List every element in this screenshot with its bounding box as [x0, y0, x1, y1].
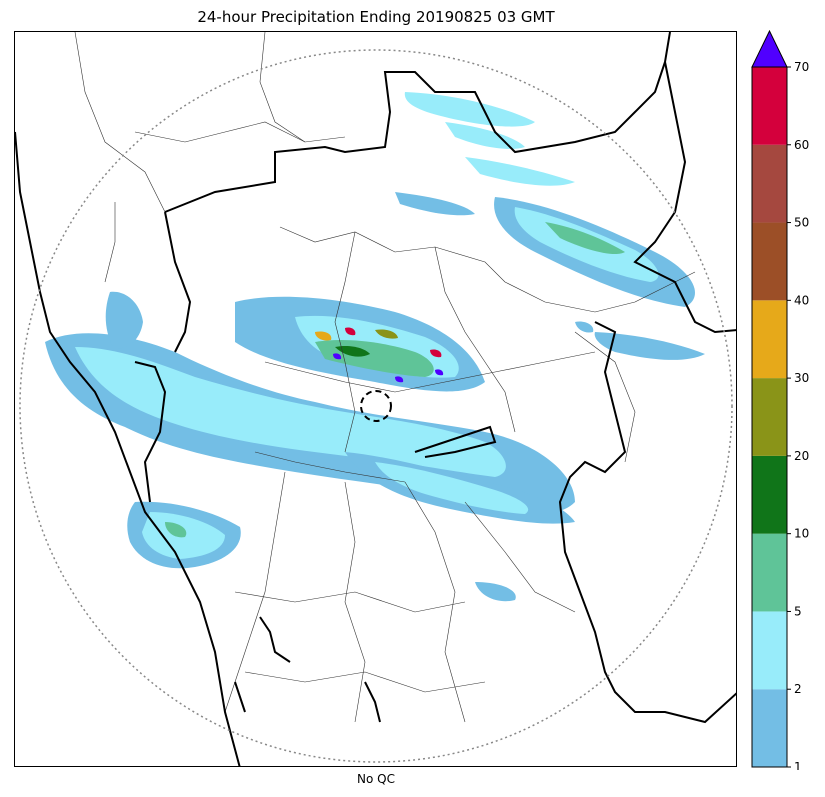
rain-core-olive [375, 329, 398, 339]
colorbar-tick-label: 30 [794, 371, 809, 385]
rain-band-north-streak-4 [395, 192, 475, 216]
range-ring [19, 49, 733, 763]
rain-band-south-small-1 [475, 582, 516, 602]
colorbar-tick-label: 10 [794, 527, 809, 541]
colorbar-segment [752, 611, 787, 690]
boundary-south-small-2 [364, 681, 381, 723]
boundary-north-2 [164, 32, 671, 213]
rain-band-south-small-2 [575, 321, 594, 333]
rain-band-west-inner [75, 347, 506, 477]
colorbar-extend-triangle [751, 30, 788, 68]
radar-map [14, 31, 737, 767]
rain-core-purple-1 [333, 353, 342, 360]
colorbar-segment [752, 533, 787, 612]
colorbar-segment [752, 455, 787, 534]
map-title: 24-hour Precipitation Ending 20190825 03… [197, 8, 555, 26]
precip-layer [45, 92, 705, 602]
rain-band-north-streak-3 [465, 157, 575, 186]
radar-location-marker [360, 390, 392, 422]
rain-core-red-1 [345, 327, 356, 336]
coastline [15, 131, 241, 766]
colorbar-segment [752, 222, 787, 301]
colorbar-tick-label: 2 [794, 682, 802, 696]
rain-core-green-2 [545, 222, 625, 255]
colorbar-tick-label: 60 [794, 138, 809, 152]
colorbar-border [751, 66, 788, 768]
boundary-central [134, 361, 167, 503]
rain-core-purple-2 [435, 369, 444, 376]
boundary-south [414, 425, 497, 458]
rain-core-purple-3 [395, 376, 404, 383]
colorbar-segment [752, 378, 787, 456]
rain-band-west-north [105, 291, 143, 349]
colorbar-segment [752, 300, 787, 379]
colorbar-tick-label: 20 [794, 449, 809, 463]
rain-core-orange [315, 331, 332, 341]
colorbar-segment [752, 689, 787, 767]
colorbar-tick-label: 50 [794, 216, 809, 230]
colorbar-tick-label: 5 [794, 604, 802, 618]
colorbar-tick-label: 1 [794, 760, 802, 770]
rain-core-dark-green [335, 345, 370, 357]
rain-core-red-2 [430, 349, 442, 358]
rain-band-north-streak-1 [404, 92, 535, 127]
colorbar-tick-label: 70 [794, 60, 809, 74]
colorbar: 1 2 5 10 20 30 40 50 60 70 [751, 30, 809, 770]
boundary-southeast [558, 321, 736, 724]
x-axis-label: No QC [357, 772, 395, 786]
boundary-south-small-1 [259, 616, 291, 663]
boundary-east [633, 61, 736, 334]
map-canvas [15, 32, 736, 766]
rain-core-green-3 [165, 522, 187, 538]
district-boundaries [74, 32, 696, 723]
colorbar-tick-label: 40 [794, 293, 809, 307]
boundary-southwest-coast-islands [234, 681, 246, 713]
rain-band-south-central-inner [375, 462, 529, 514]
boundary-north [164, 211, 192, 353]
state-boundaries [15, 32, 736, 766]
colorbar-segment [752, 144, 787, 223]
colorbar-segment [752, 67, 787, 145]
rain-band-east [594, 332, 705, 360]
